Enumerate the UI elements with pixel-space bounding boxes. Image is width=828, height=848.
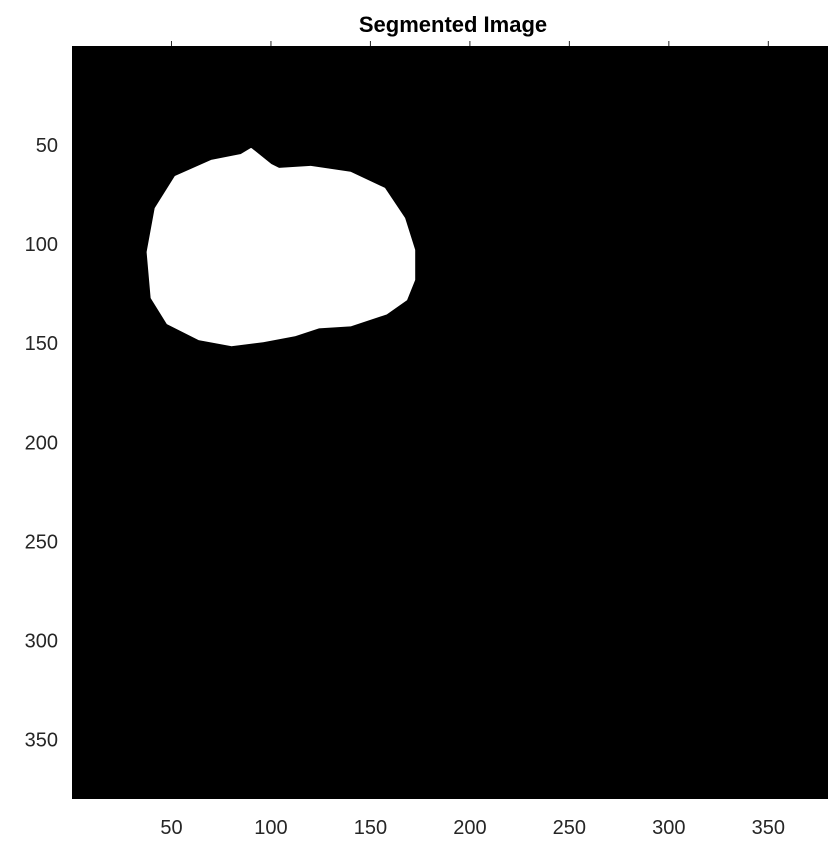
segmentation-mask [146, 148, 416, 347]
y-tick-label: 350 [25, 730, 58, 752]
x-tick-label: 150 [354, 817, 387, 839]
x-tick-label: 200 [453, 817, 486, 839]
y-tick-label: 200 [25, 432, 58, 454]
x-tick-label: 300 [652, 817, 685, 839]
x-tick-label: 100 [254, 817, 287, 839]
x-tick-label: 50 [160, 817, 182, 839]
y-tick-labels: 50 100 150 200 250 300 350 [25, 135, 58, 751]
y-tick-label: 300 [25, 630, 58, 652]
axis-ticks [170, 41, 769, 46]
y-tick-label: 100 [25, 234, 58, 256]
y-tick-label: 150 [25, 333, 58, 355]
x-tick-label: 250 [553, 817, 586, 839]
y-tick-label: 250 [25, 531, 58, 553]
figure-title: Segmented Image [359, 12, 547, 37]
x-tick-labels: 50 100 150 200 250 300 350 [160, 817, 785, 839]
y-tick-label: 50 [36, 135, 58, 157]
x-tick-label: 350 [752, 817, 785, 839]
image-background [72, 46, 828, 799]
